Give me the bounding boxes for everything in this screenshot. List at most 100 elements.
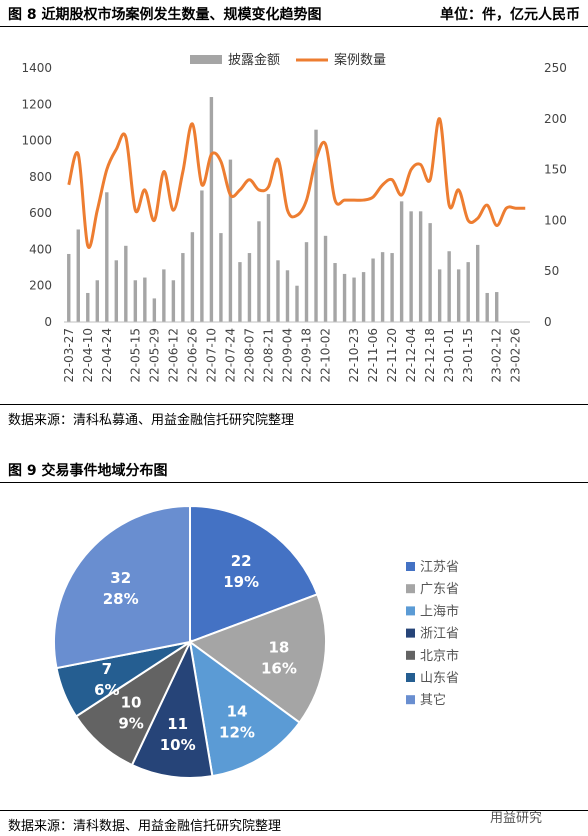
bar (219, 233, 223, 322)
x-tick-label: 22-12-04 (404, 328, 418, 382)
y-left-tick-label: 600 (29, 206, 52, 220)
bar (390, 253, 394, 322)
pie-slice (53, 504, 191, 670)
x-tick-label: 22-05-29 (147, 328, 161, 382)
combo-chart: 披露金额 案例数量 0 200 400 600 800 1000 1200 1400 0 50 100 1… (21, 52, 567, 382)
bar (76, 229, 80, 322)
y-right-tick-label: 150 (544, 163, 567, 177)
legend-swatch-bar (190, 55, 222, 64)
legend-label: 山东省 (420, 671, 459, 686)
bar (190, 232, 195, 322)
bar (314, 129, 318, 322)
bar (86, 292, 90, 322)
y-left-tick-label: 400 (29, 242, 52, 256)
legend-label: 其它 (420, 692, 446, 708)
y-left-tick-label: 800 (29, 170, 52, 184)
legend-label-line: 案例数量 (334, 53, 386, 68)
x-tick-label: 23-01-01 (442, 328, 456, 382)
slice-value-label: 32 (110, 569, 131, 587)
bar (409, 211, 413, 322)
y-right-tick-label: 100 (544, 213, 567, 227)
bar (162, 269, 166, 322)
slice-percent-label: 9% (118, 715, 143, 733)
y-left-tick-label: 1200 (21, 97, 52, 111)
y-left-tick-label: 200 (29, 279, 52, 293)
bar (304, 242, 309, 322)
legend-label-bar: 披露金额 (228, 52, 280, 68)
bar (428, 223, 432, 322)
slice-percent-label: 28% (103, 590, 139, 608)
legend-label: 上海市 (420, 603, 459, 619)
y-right-tick-label: 50 (544, 264, 559, 278)
legend-swatch (406, 673, 415, 682)
figure9-top-rule (0, 482, 588, 483)
bar (371, 258, 375, 322)
bar (143, 277, 147, 322)
legend-swatch (406, 584, 415, 594)
slice-value-label: 7 (102, 660, 112, 678)
x-tick-label: 22-12-18 (423, 328, 437, 382)
slice-percent-label: 19% (223, 573, 259, 591)
y-left-tick-label: 1000 (21, 134, 52, 148)
bar (181, 253, 185, 322)
x-tick-label: 22-08-07 (242, 328, 256, 382)
bar (466, 262, 470, 322)
legend-swatch (406, 695, 415, 705)
x-tick-label: 22-08-21 (261, 328, 275, 382)
bar (200, 190, 204, 322)
bar (495, 292, 499, 322)
x-tick-label: 22-03-27 (62, 328, 76, 382)
bar (475, 244, 480, 322)
y-right-tick-label: 250 (544, 61, 567, 75)
bar (238, 262, 242, 322)
bar (209, 97, 214, 323)
figure9-bottom-rule (0, 810, 588, 811)
bar (361, 272, 366, 322)
bar (228, 159, 233, 322)
x-tick-label: 22-09-18 (300, 328, 314, 382)
legend-swatch (406, 562, 415, 571)
bar (418, 211, 423, 322)
watermark: 用益研究 (490, 811, 543, 826)
slice-percent-label: 16% (261, 659, 297, 677)
figure8-bottom-rule (0, 404, 588, 405)
y-left-tick-label: 1400 (21, 61, 52, 75)
x-tick-label: 22-06-26 (185, 328, 199, 382)
legend-swatch (406, 628, 415, 638)
pie-slice (188, 639, 301, 778)
figure8-unit: 单位：件，亿元人民币 (440, 7, 580, 23)
figure8-header: 图 8 近期股权市场案例发生数量、规模变化趋势图 单位：件，亿元人民币 (0, 0, 588, 28)
figure9-header: 图 9 交易事件地域分布图 (0, 456, 588, 484)
legend-swatch (406, 606, 415, 616)
slice-value-label: 18 (268, 638, 289, 656)
bar (285, 270, 290, 322)
bar (114, 260, 119, 322)
slice-value-label: 22 (231, 552, 252, 570)
x-tick-label: 22-05-15 (128, 328, 142, 382)
figure8-source: 数据来源：清科私募通、用益金融信托研究院整理 (8, 413, 295, 428)
chart-legend: 披露金额 案例数量 (190, 52, 386, 68)
bar (247, 253, 252, 322)
bar (447, 251, 451, 322)
bar (399, 201, 404, 322)
y-right-tick-label: 0 (544, 315, 552, 329)
slice-value-label: 10 (121, 694, 142, 712)
x-tick-label: 23-02-12 (490, 328, 504, 382)
pie-slice (130, 638, 214, 779)
x-tick-label: 22-10-23 (347, 328, 361, 382)
bar (133, 280, 138, 322)
bar (333, 263, 337, 322)
bar (67, 253, 71, 322)
x-tick-label: 22-11-06 (366, 328, 380, 382)
x-tick-label: 22-10-02 (319, 328, 333, 382)
bar (352, 277, 356, 322)
x-tick-label: 22-06-12 (166, 328, 180, 382)
bar (342, 273, 347, 322)
slice-value-label: 14 (227, 702, 248, 720)
bar (152, 298, 157, 322)
bar (105, 192, 109, 322)
bar (456, 269, 461, 322)
bar (171, 280, 176, 322)
figure9-title: 图 9 交易事件地域分布图 (8, 463, 168, 479)
figure8-title: 图 8 近期股权市场案例发生数量、规模变化趋势图 (8, 7, 322, 23)
